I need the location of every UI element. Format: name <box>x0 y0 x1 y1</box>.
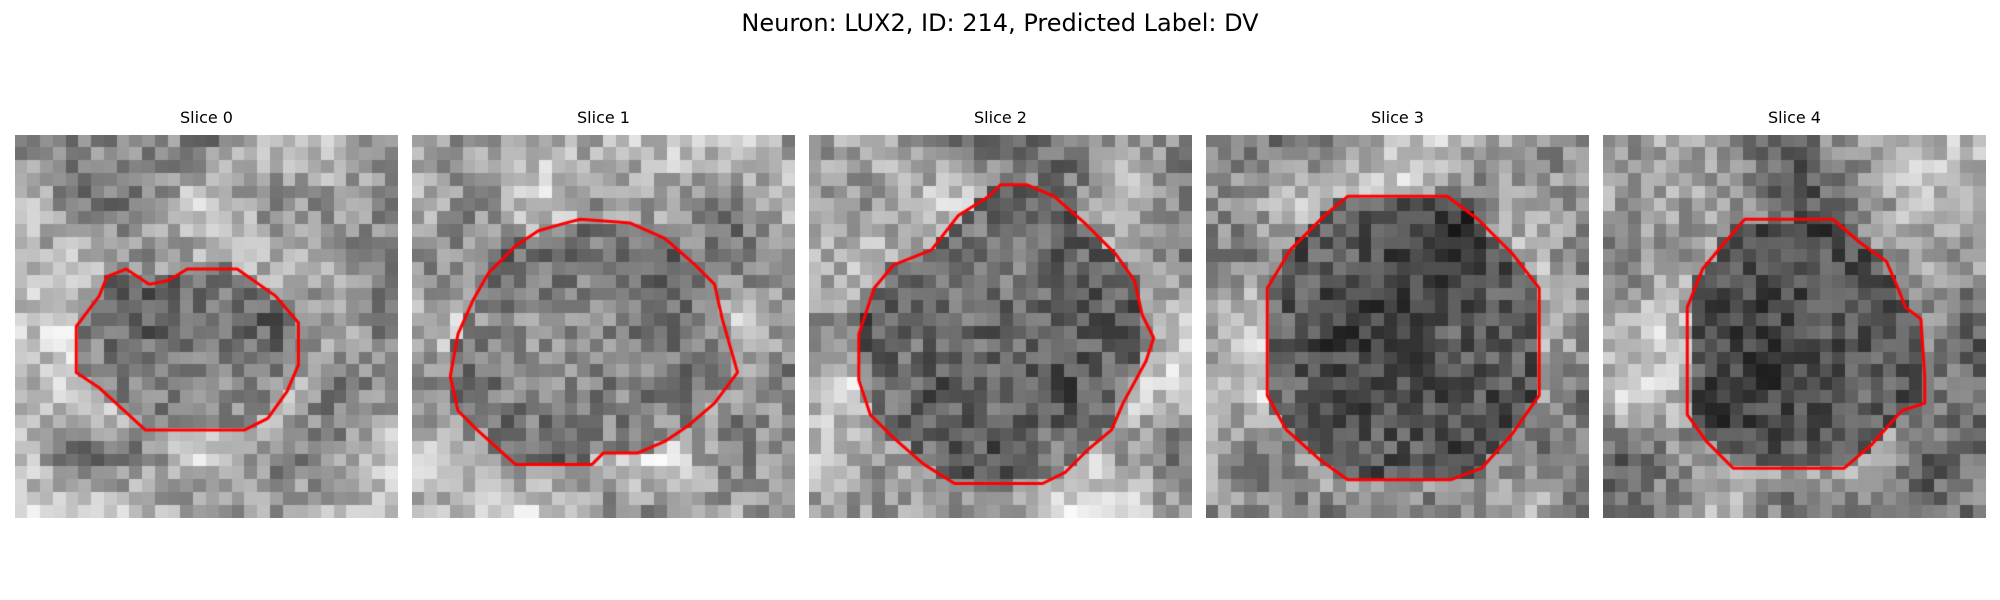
slice-image-3 <box>1206 135 1589 518</box>
slice-panel-3: Slice 3 <box>1206 108 1589 518</box>
slice-title-2: Slice 2 <box>809 108 1192 128</box>
slice-panel-1: Slice 1 <box>412 108 795 518</box>
slice-image-1 <box>412 135 795 518</box>
slice-title-0: Slice 0 <box>15 108 398 128</box>
slice-image-2 <box>809 135 1192 518</box>
slice-title-1: Slice 1 <box>412 108 795 128</box>
slice-panel-2: Slice 2 <box>809 108 1192 518</box>
figure-title: Neuron: LUX2, ID: 214, Predicted Label: … <box>0 8 2000 38</box>
slice-title-3: Slice 3 <box>1206 108 1589 128</box>
slice-image-4 <box>1603 135 1986 518</box>
slice-panel-4: Slice 4 <box>1603 108 1986 518</box>
slice-title-4: Slice 4 <box>1603 108 1986 128</box>
slice-panel-0: Slice 0 <box>15 108 398 518</box>
slice-image-0 <box>15 135 398 518</box>
